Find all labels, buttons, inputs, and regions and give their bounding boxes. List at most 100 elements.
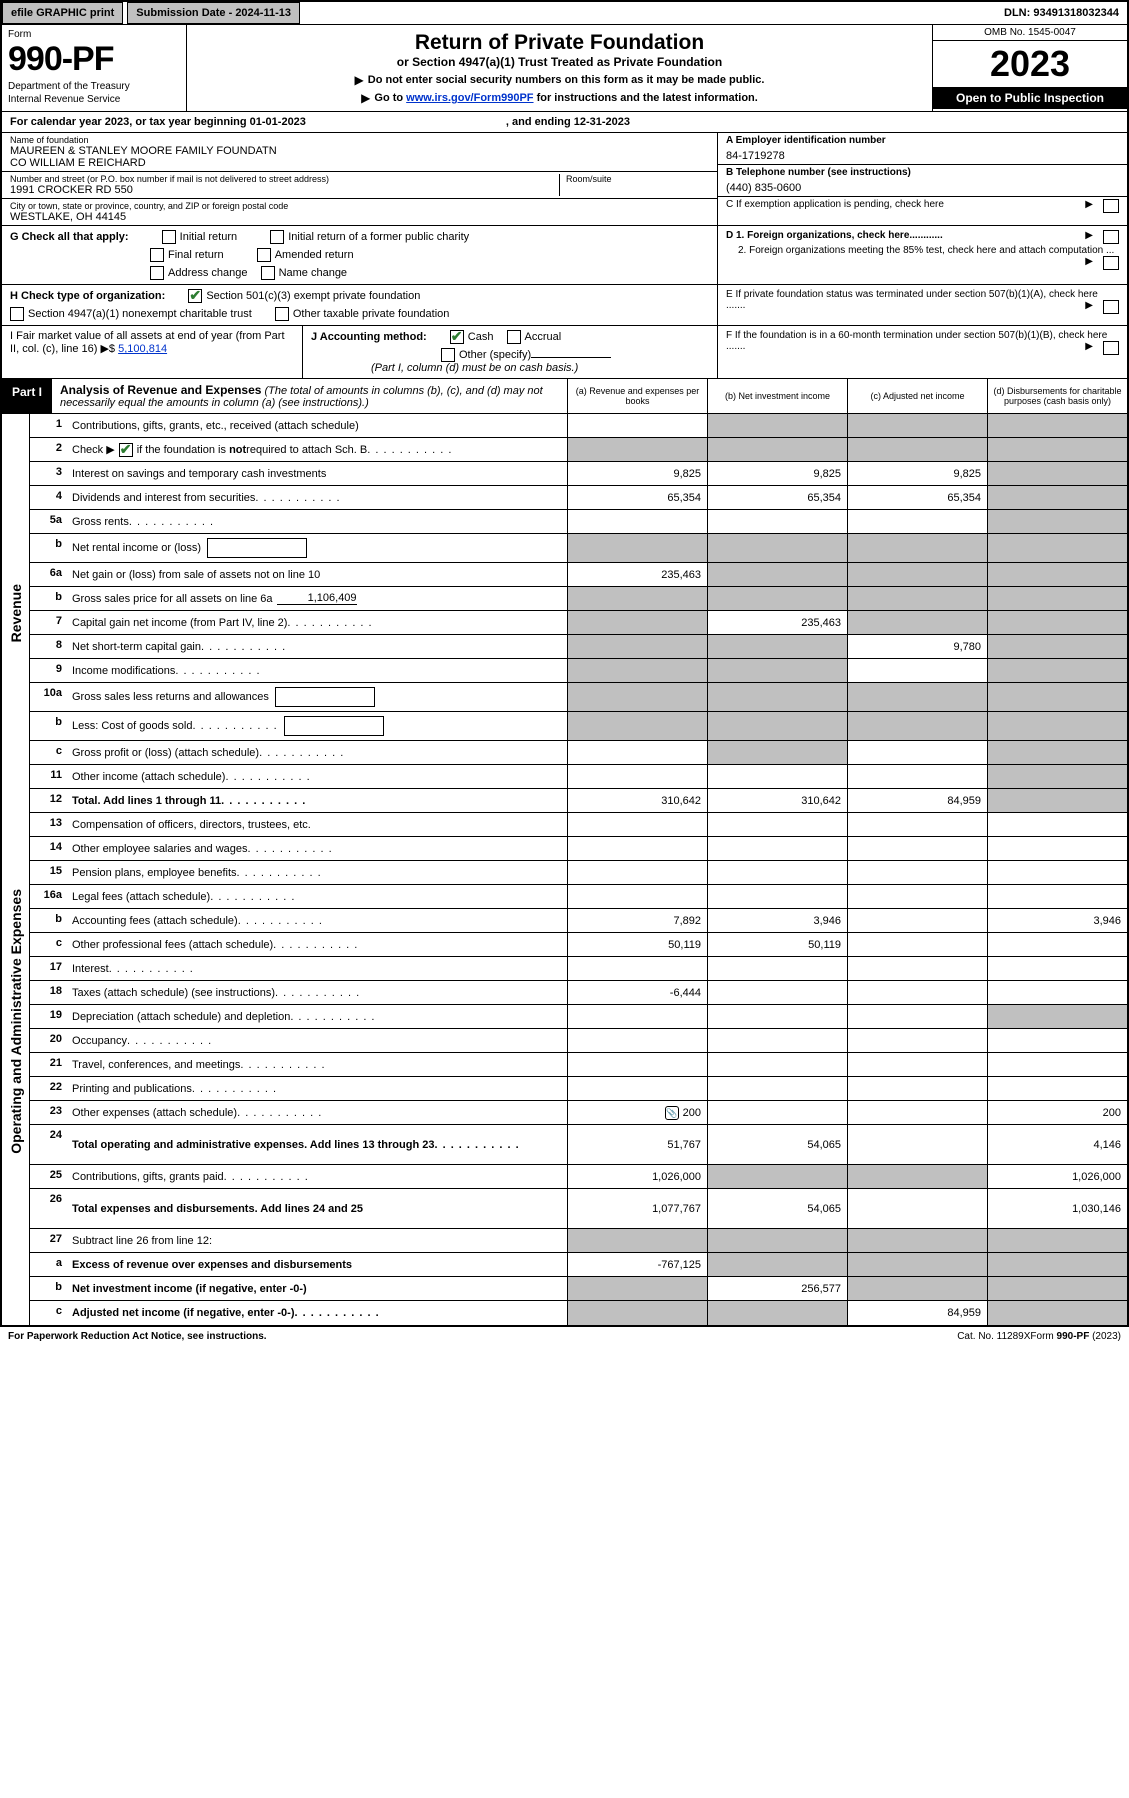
row-18: 18Taxes (attach schedule) (see instructi… [30,981,1127,1005]
phone-cell: B Telephone number (see instructions) (4… [718,165,1127,197]
cb-cash[interactable] [450,330,464,344]
room-label: Room/suite [566,174,709,184]
cb-d1[interactable] [1103,230,1119,244]
row-11: 11Other income (attach schedule) [30,765,1127,789]
cb-4947[interactable] [10,307,24,321]
row-10b: bLess: Cost of goods sold [30,712,1127,741]
d-box: D 1. Foreign organizations, check here..… [717,226,1127,284]
row-15: 15Pension plans, employee benefits [30,861,1127,885]
cb-initial-former[interactable] [270,230,284,244]
attach-icon[interactable]: 📎 [665,1106,679,1120]
footer: For Paperwork Reduction Act Notice, see … [0,1327,1129,1346]
cb-f[interactable] [1103,341,1119,355]
topbar: efile GRAPHIC print Submission Date - 20… [2,2,1127,25]
cb-amended[interactable] [257,248,271,262]
row-12: 12Total. Add lines 1 through 11310,64231… [30,789,1127,813]
part1-header: Part I Analysis of Revenue and Expenses … [2,379,1127,414]
entity-info: Name of foundation MAUREEN & STANLEY MOO… [2,133,1127,226]
irs-link[interactable]: www.irs.gov/Form990PF [406,92,533,104]
j-note: (Part I, column (d) must be on cash basi… [371,362,709,374]
submission-date: Submission Date - 2024-11-13 [127,2,300,24]
open-public: Open to Public Inspection [933,87,1127,109]
fmv-value[interactable]: 5,100,814 [118,343,167,355]
row-6a: 6aNet gain or (loss) from sale of assets… [30,563,1127,587]
year-block: OMB No. 1545-0047 2023 Open to Public In… [932,25,1127,111]
row-27: 27Subtract line 26 from line 12: [30,1229,1127,1253]
row-9: 9Income modifications [30,659,1127,683]
arrow-icon: ▶ [355,73,364,87]
part-tag: Part I [2,379,52,413]
arrow-icon: ▶ [361,91,370,105]
row-1: 1Contributions, gifts, grants, etc., rec… [30,414,1127,438]
cb-accrual[interactable] [507,330,521,344]
form-label: Form [8,29,180,40]
h-row: H Check type of organization: Section 50… [2,285,1127,326]
row-21: 21Travel, conferences, and meetings [30,1053,1127,1077]
cal-end: , and ending 12-31-2023 [506,116,630,128]
col-d-head: (d) Disbursements for charitable purpose… [987,379,1127,413]
form-number: 990-PF [8,40,180,79]
row-14: 14Other employee salaries and wages [30,837,1127,861]
col-b-head: (b) Net investment income [707,379,847,413]
cat-no: Cat. No. 11289X [957,1331,1030,1342]
form-container: efile GRAPHIC print Submission Date - 20… [0,0,1129,1327]
city-cell: City or town, state or province, country… [2,199,717,225]
address-cell: Number and street (or P.O. box number if… [2,172,717,199]
row-16a: 16aLegal fees (attach schedule) [30,885,1127,909]
cb-final[interactable] [150,248,164,262]
cb-other-tax[interactable] [275,307,289,321]
footer-right: Form 990-PF (2023) [1030,1331,1121,1342]
f-box: F If the foundation is in a 60-month ter… [717,326,1127,378]
form-subtitle: or Section 4947(a)(1) Trust Treated as P… [197,55,922,69]
row-10a: 10aGross sales less returns and allowanc… [30,683,1127,712]
g-label: G Check all that apply: [10,231,129,243]
e-box: E If private foundation status was termi… [717,285,1127,325]
row-20: 20Occupancy [30,1029,1127,1053]
tax-year: 2023 [933,41,1127,87]
ij-row: I Fair market value of all assets at end… [2,326,1127,379]
j-label: J Accounting method: [311,331,427,343]
g-row: G Check all that apply: Initial return I… [2,226,1127,285]
cb-other-acct[interactable] [441,348,455,362]
revenue-section: Revenue 1Contributions, gifts, grants, e… [2,414,1127,813]
ein-cell: A Employer identification number 84-1719… [718,133,1127,165]
row-3: 3Interest on savings and temporary cash … [30,462,1127,486]
inst-1: Do not enter social security numbers on … [368,74,765,86]
row-22: 22Printing and publications [30,1077,1127,1101]
form-header: Form 990-PF Department of the Treasury I… [2,25,1127,112]
row-13: 13Compensation of officers, directors, t… [30,813,1127,837]
c-cell: C If exemption application is pending, c… [718,197,1127,212]
cb-e[interactable] [1103,300,1119,314]
row-25: 25Contributions, gifts, grants paid1,026… [30,1165,1127,1189]
row-16b: bAccounting fees (attach schedule)7,8923… [30,909,1127,933]
efile-button[interactable]: efile GRAPHIC print [2,2,123,24]
row-2: 2Check ▶if the foundation is not require… [30,438,1127,462]
cb-name[interactable] [261,266,275,280]
row-7: 7Capital gain net income (from Part IV, … [30,611,1127,635]
row-8: 8Net short-term capital gain9,780 [30,635,1127,659]
part-title: Analysis of Revenue and Expenses (The to… [52,379,567,413]
cb-501c3[interactable] [188,289,202,303]
col-c-head: (c) Adjusted net income [847,379,987,413]
c-checkbox[interactable] [1103,199,1119,213]
row-5a: 5aGross rents [30,510,1127,534]
row-27c: cAdjusted net income (if negative, enter… [30,1301,1127,1325]
arrow-icon: ▶ [1085,199,1093,210]
irs-label: Internal Revenue Service [8,94,180,105]
calendar-year-row: For calendar year 2023, or tax year begi… [2,112,1127,133]
row-23: 23Other expenses (attach schedule)📎20020… [30,1101,1127,1125]
form-number-block: Form 990-PF Department of the Treasury I… [2,25,187,111]
col-a-head: (a) Revenue and expenses per books [567,379,707,413]
revenue-label: Revenue [2,414,30,813]
row-6b: bGross sales price for all assets on lin… [30,587,1127,611]
form-title: Return of Private Foundation [197,31,922,55]
row-5b: bNet rental income or (loss) [30,534,1127,563]
row-27b: bNet investment income (if negative, ent… [30,1277,1127,1301]
row-19: 19Depreciation (attach schedule) and dep… [30,1005,1127,1029]
subtract-section: 27Subtract line 26 from line 12: aExcess… [2,1229,1127,1325]
row-16c: cOther professional fees (attach schedul… [30,933,1127,957]
cb-schb[interactable] [119,443,133,457]
cb-d2[interactable] [1103,256,1119,270]
cb-initial[interactable] [162,230,176,244]
cb-address[interactable] [150,266,164,280]
